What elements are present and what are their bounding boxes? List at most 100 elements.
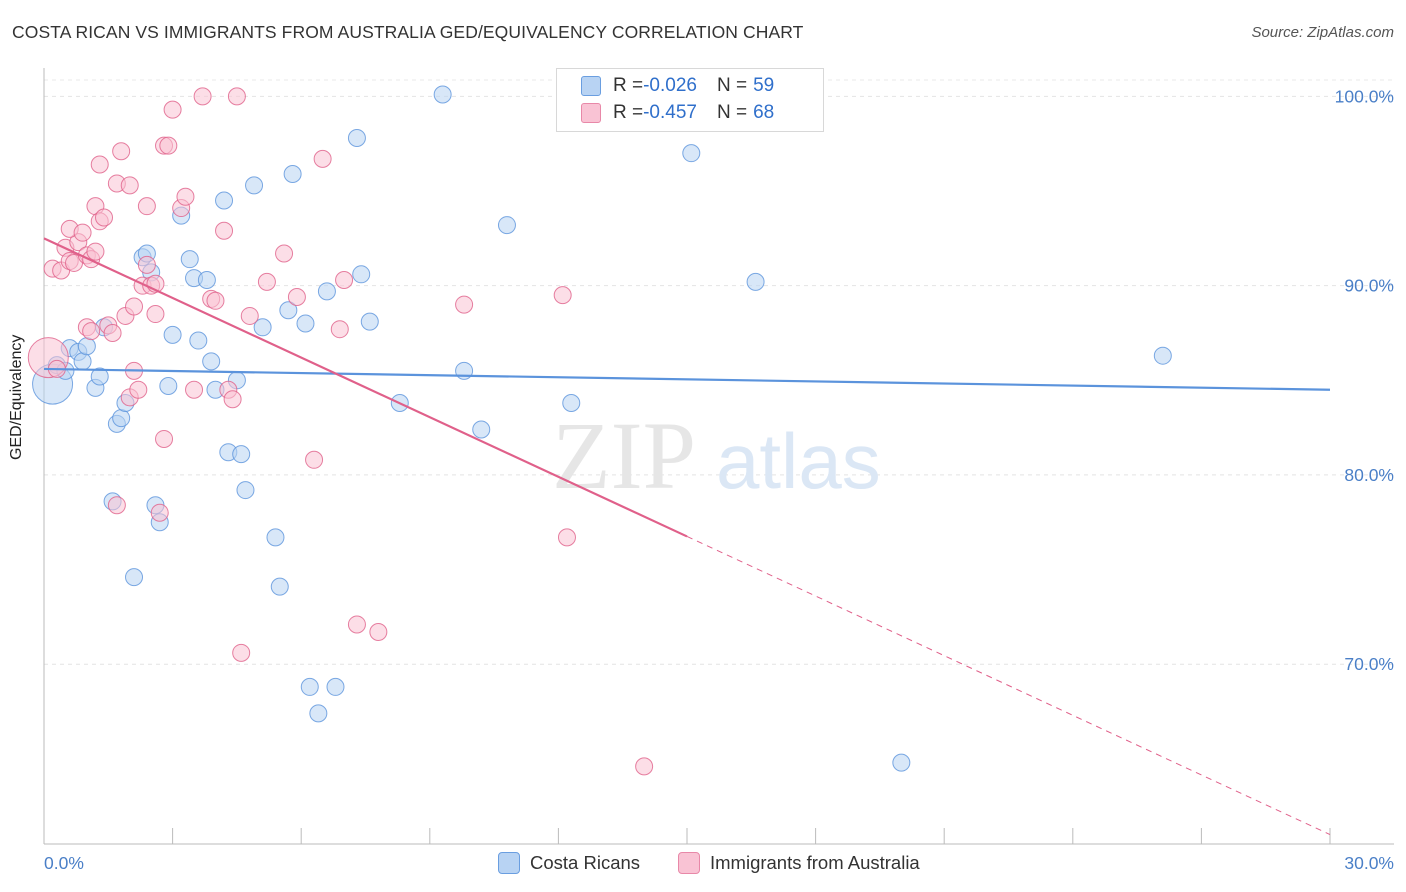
point-costa-ricans (326, 677, 345, 696)
point-costa-ricans (296, 314, 315, 333)
legend-label-immigrants-australia: Immigrants from Australia (710, 852, 920, 873)
point-immigrants-australia (313, 149, 332, 168)
point-costa-ricans (73, 352, 92, 371)
legend-n-value: 68 (753, 102, 775, 123)
point-immigrants-australia (232, 643, 251, 662)
point-costa-ricans (112, 409, 131, 428)
point-costa-ricans (360, 312, 379, 331)
point-immigrants-australia (275, 244, 294, 263)
point-costa-ricans (562, 394, 581, 413)
point-costa-ricans (197, 270, 216, 289)
point-immigrants-australia (330, 320, 349, 339)
point-immigrants-australia (223, 390, 242, 409)
legend-r-label: R = (613, 75, 644, 96)
point-immigrants-australia (137, 255, 156, 274)
point-costa-ricans (1153, 346, 1172, 365)
point-immigrants-australia (206, 291, 225, 310)
point-costa-ricans (202, 352, 221, 371)
y-tick-label: 90.0% (1344, 276, 1394, 296)
point-costa-ricans (163, 325, 182, 344)
point-costa-ricans (77, 337, 96, 356)
point-immigrants-australia (347, 615, 366, 634)
legend-n-label: N = (716, 102, 748, 123)
point-costa-ricans (472, 420, 491, 439)
legend-swatch-immigrants-australia (581, 103, 601, 123)
point-immigrants-australia (90, 155, 109, 174)
point-costa-ricans (215, 191, 234, 210)
point-costa-ricans (90, 367, 109, 386)
trend-lines (43, 237, 1331, 835)
point-costa-ricans (300, 677, 319, 696)
point-immigrants-australia (159, 136, 178, 155)
legend-r-value: -0.026 (643, 75, 697, 96)
point-costa-ricans (189, 331, 208, 350)
point-costa-ricans (253, 318, 272, 337)
point-immigrants-australia (155, 429, 174, 448)
legend-n-value: 59 (753, 75, 775, 96)
trend-line-costa-ricans (43, 367, 1331, 391)
point-costa-ricans (245, 176, 264, 195)
y-tick-label: 70.0% (1344, 654, 1394, 674)
point-immigrants-australia (227, 87, 246, 106)
point-immigrants-australia (112, 142, 131, 161)
tick-labels: 70.0% 80.0% 90.0% 100.0% 0.0% 30.0% (44, 86, 1394, 873)
point-costa-ricans (309, 704, 328, 723)
point-costa-ricans (497, 216, 516, 235)
data-points (27, 85, 1172, 776)
point-costa-ricans (746, 272, 765, 291)
point-costa-ricans (279, 301, 298, 320)
point-costa-ricans (180, 250, 199, 269)
trend-line-immigrants-australia (43, 237, 688, 538)
point-immigrants-australia (120, 176, 139, 195)
point-immigrants-australia (95, 208, 114, 227)
point-immigrants-australia (335, 270, 354, 289)
point-costa-ricans (125, 568, 144, 587)
legend-n-label: N = (716, 75, 748, 96)
point-immigrants-australia (125, 297, 144, 316)
legend-swatch-costa-ricans (581, 76, 601, 96)
point-costa-ricans (347, 129, 366, 148)
legend-item-immigrants-australia[interactable]: Immigrants from Australia (678, 852, 920, 874)
point-costa-ricans (159, 376, 178, 395)
point-immigrants-australia (215, 221, 234, 240)
legend-swatch-costa-ricans (498, 852, 520, 874)
point-immigrants-australia (553, 286, 572, 305)
point-immigrants-australia (73, 223, 92, 242)
legend-row-costa-ricans: R = -0.026 N = 59 (581, 74, 774, 98)
point-costa-ricans (283, 164, 302, 183)
point-immigrants-australia (163, 100, 182, 119)
stats-legend: R = -0.026 N = 59 R = -0.457 N = 68 (556, 68, 824, 132)
point-immigrants-australia (185, 380, 204, 399)
point-immigrants-australia (455, 295, 474, 314)
point-immigrants-australia (557, 528, 576, 547)
point-costa-ricans (236, 481, 255, 500)
chart-title: COSTA RICAN VS IMMIGRANTS FROM AUSTRALIA… (12, 22, 804, 42)
watermark-atlas: atlas (716, 417, 881, 505)
point-costa-ricans (433, 85, 452, 104)
point-immigrants-australia (305, 450, 324, 469)
legend-item-costa-ricans[interactable]: Costa Ricans (498, 852, 640, 874)
point-immigrants-australia (369, 623, 388, 642)
point-costa-ricans (266, 528, 285, 547)
watermark-zip: ZIP (552, 402, 696, 509)
point-immigrants-australia (103, 323, 122, 342)
point-immigrants-australia (287, 288, 306, 307)
point-costa-ricans (232, 445, 251, 464)
series-legend: Costa Ricans Immigrants from Australia (0, 852, 1406, 878)
legend-label-costa-ricans: Costa Ricans (530, 852, 641, 873)
point-immigrants-australia (635, 757, 654, 776)
legend-r-value: -0.457 (643, 102, 697, 123)
legend-swatch-immigrants-australia (678, 852, 700, 874)
y-tick-label: 80.0% (1344, 465, 1394, 485)
point-costa-ricans (317, 282, 336, 301)
source-credit: Source: ZipAtlas.com (1251, 24, 1394, 41)
axes (43, 68, 1394, 845)
x-tick-label: 30.0% (1344, 853, 1394, 873)
point-immigrants-australia (82, 322, 101, 341)
point-immigrants-australia (107, 496, 126, 515)
point-costa-ricans (352, 265, 371, 284)
point-immigrants-australia (240, 306, 259, 325)
point-immigrants-australia (146, 305, 165, 324)
trend-line-immigrants-australia-extension (686, 535, 1331, 835)
